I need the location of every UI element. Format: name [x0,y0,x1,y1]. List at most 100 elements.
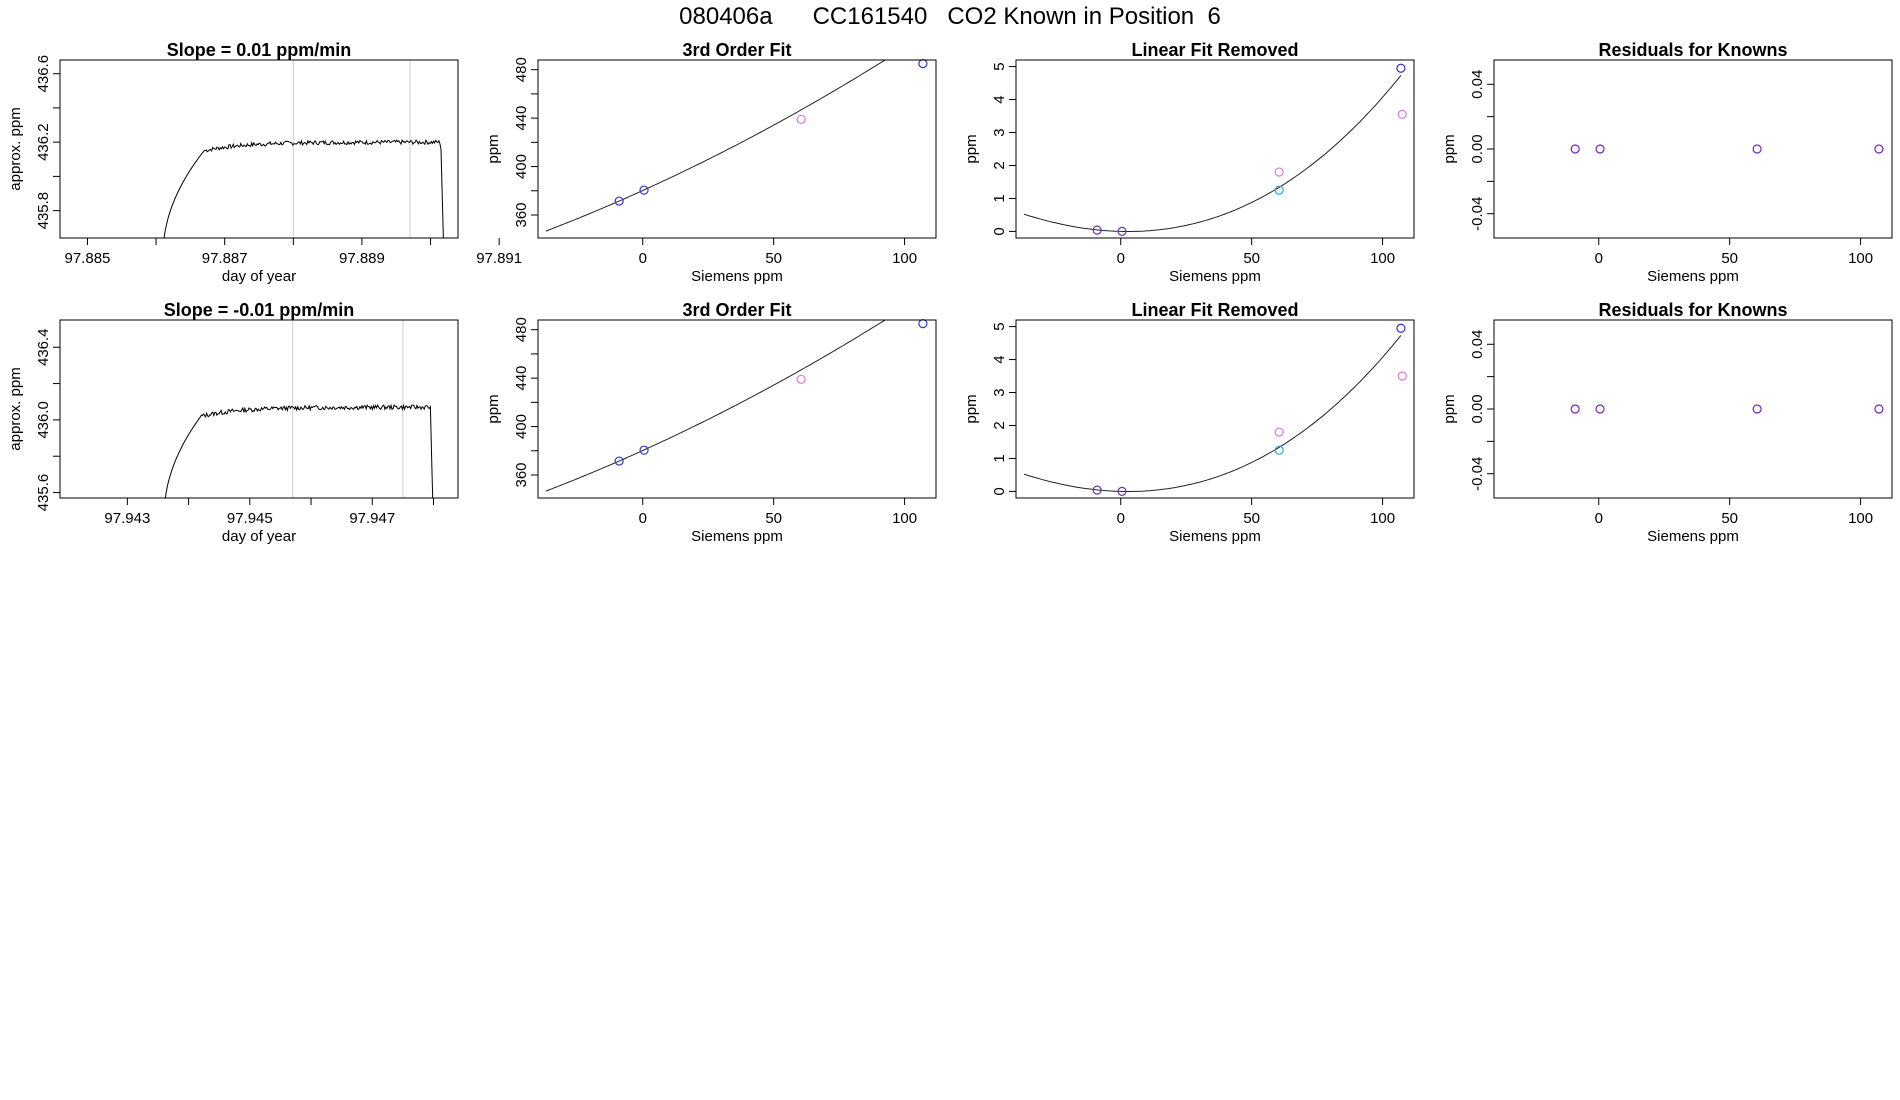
x-axis-label: Siemens ppm [1647,268,1739,285]
data-point [1274,445,1284,455]
y-tick-label: 0 [991,487,1008,495]
chart-panel-5: Slope = -0.01 ppm/min 97.943 97.945 97.947 d… [7,300,459,545]
data-point [1752,404,1762,414]
y-axis-label: ppm [1441,394,1458,423]
y-tick-label: 436.6 [35,55,52,93]
plot-frame [59,319,459,499]
x-tick-label: 97.945 [227,510,273,527]
x-axis-label: day of year [222,268,296,285]
x-tick-label: 0 [1117,510,1125,527]
x-axis-label: day of year [222,528,296,545]
chart-title: Residuals for Knowns [1598,300,1787,320]
plot-frame [537,59,937,239]
fit-curve [545,60,886,232]
data-point [1396,63,1406,73]
chart-panel-4: Residuals for Knowns 0 50 100 Siemens ppm -0.… [1441,40,1893,285]
chart-panel-6: 3rd Order Fit 0 50 100 Siemens ppm 360 400 440 4… [485,300,937,545]
data-point [1092,225,1102,235]
x-tick-label: 100 [1848,510,1873,527]
x-tick-label: 97.947 [349,510,395,527]
y-axis-label: ppm [485,134,502,163]
plot-frame [1015,59,1415,239]
fit-curve [1023,75,1402,232]
plot-frame [537,319,937,499]
data-point [1570,404,1580,414]
y-axis-label: ppm [485,394,502,423]
x-tick-label: 97.885 [65,250,111,267]
chart-panel-7: Linear Fit Removed 0 50 100 Siemens ppm 0 1 2 3 4… [963,300,1415,545]
y-tick-label: 3 [991,128,1008,136]
data-point [1397,371,1407,381]
y-tick-label: 0.00 [1469,394,1486,423]
y-tick-label: 0.00 [1469,134,1486,163]
data-point [1752,144,1762,154]
chart-title: Slope = -0.01 ppm/min [164,300,355,320]
chart-panel-1: Slope = 0.01 ppm/min 97.885 97.887 97.889 97… [7,40,522,285]
y-tick-label: 2 [991,161,1008,169]
x-tick-label: 50 [1721,250,1738,267]
data-point [1092,485,1102,495]
chart-title: Linear Fit Removed [1131,40,1298,60]
y-tick-label: 3 [991,388,1008,396]
data-point [639,445,649,455]
chart-title: Linear Fit Removed [1131,300,1298,320]
data-point [918,59,928,69]
y-tick-label: 4 [991,95,1008,103]
data-point [1274,167,1284,177]
plot-frame [1015,319,1415,499]
chart-panel-8: Residuals for Knowns 0 50 100 Siemens ppm -0.… [1441,300,1893,545]
chart-panel-3: Linear Fit Removed 0 50 100 Siemens ppm 0 1 2 3 4… [963,40,1415,285]
x-tick-label: 97.891 [476,250,522,267]
x-axis-label: Siemens ppm [691,268,783,285]
x-axis-label: Siemens ppm [1169,528,1261,545]
x-axis-label: Siemens ppm [691,528,783,545]
data-point [1117,226,1127,237]
data-point [1874,404,1884,414]
chart-panel-2: 3rd Order Fit 0 50 100 Siemens ppm 360 400 440 4… [485,40,937,285]
fit-curve [1023,335,1402,492]
data-point [1117,486,1127,497]
y-tick-label: 0.04 [1469,70,1486,99]
x-tick-label: 97.889 [339,250,385,267]
data-point [1595,404,1605,414]
y-tick-label: 1 [991,194,1008,202]
data-point [1397,109,1407,119]
y-tick-label: 480 [513,317,530,342]
y-tick-label: 1 [991,454,1008,462]
y-tick-label: 436.0 [35,401,52,439]
x-tick-label: 50 [765,510,782,527]
y-tick-label: 480 [513,57,530,82]
data-point [1874,144,1884,154]
y-tick-label: 4 [991,355,1008,363]
y-tick-label: 436.4 [35,328,52,366]
chart-title: Residuals for Knowns [1598,40,1787,60]
x-tick-label: 100 [1848,250,1873,267]
chart-title: 3rd Order Fit [682,40,791,60]
y-tick-label: 360 [513,462,530,487]
y-tick-label: 440 [513,366,530,391]
y-tick-label: 440 [513,106,530,131]
y-tick-label: -0.04 [1469,197,1486,231]
data-point [918,319,928,329]
y-tick-label: 435.8 [35,192,52,230]
x-tick-label: 0 [639,250,647,267]
figure-title: 080406a CC161540 CO2 Known in Position 6 [679,3,1221,30]
x-tick-label: 0 [1595,250,1603,267]
y-tick-label: 400 [513,414,530,439]
x-tick-label: 0 [639,510,647,527]
x-tick-label: 100 [1370,510,1395,527]
data-point [1274,185,1284,195]
y-tick-label: 2 [991,421,1008,429]
x-tick-label: 100 [1370,250,1395,267]
x-tick-label: 100 [892,250,917,267]
y-tick-label: 5 [991,322,1008,330]
y-axis-label: ppm [963,134,980,163]
data-point [1595,144,1605,154]
data-point [796,114,806,124]
y-axis-label: ppm [1441,134,1458,163]
data-point [614,456,624,466]
data-point [796,374,806,384]
y-axis-label: ppm [963,394,980,423]
x-tick-label: 100 [892,510,917,527]
chart-title: 3rd Order Fit [682,300,791,320]
